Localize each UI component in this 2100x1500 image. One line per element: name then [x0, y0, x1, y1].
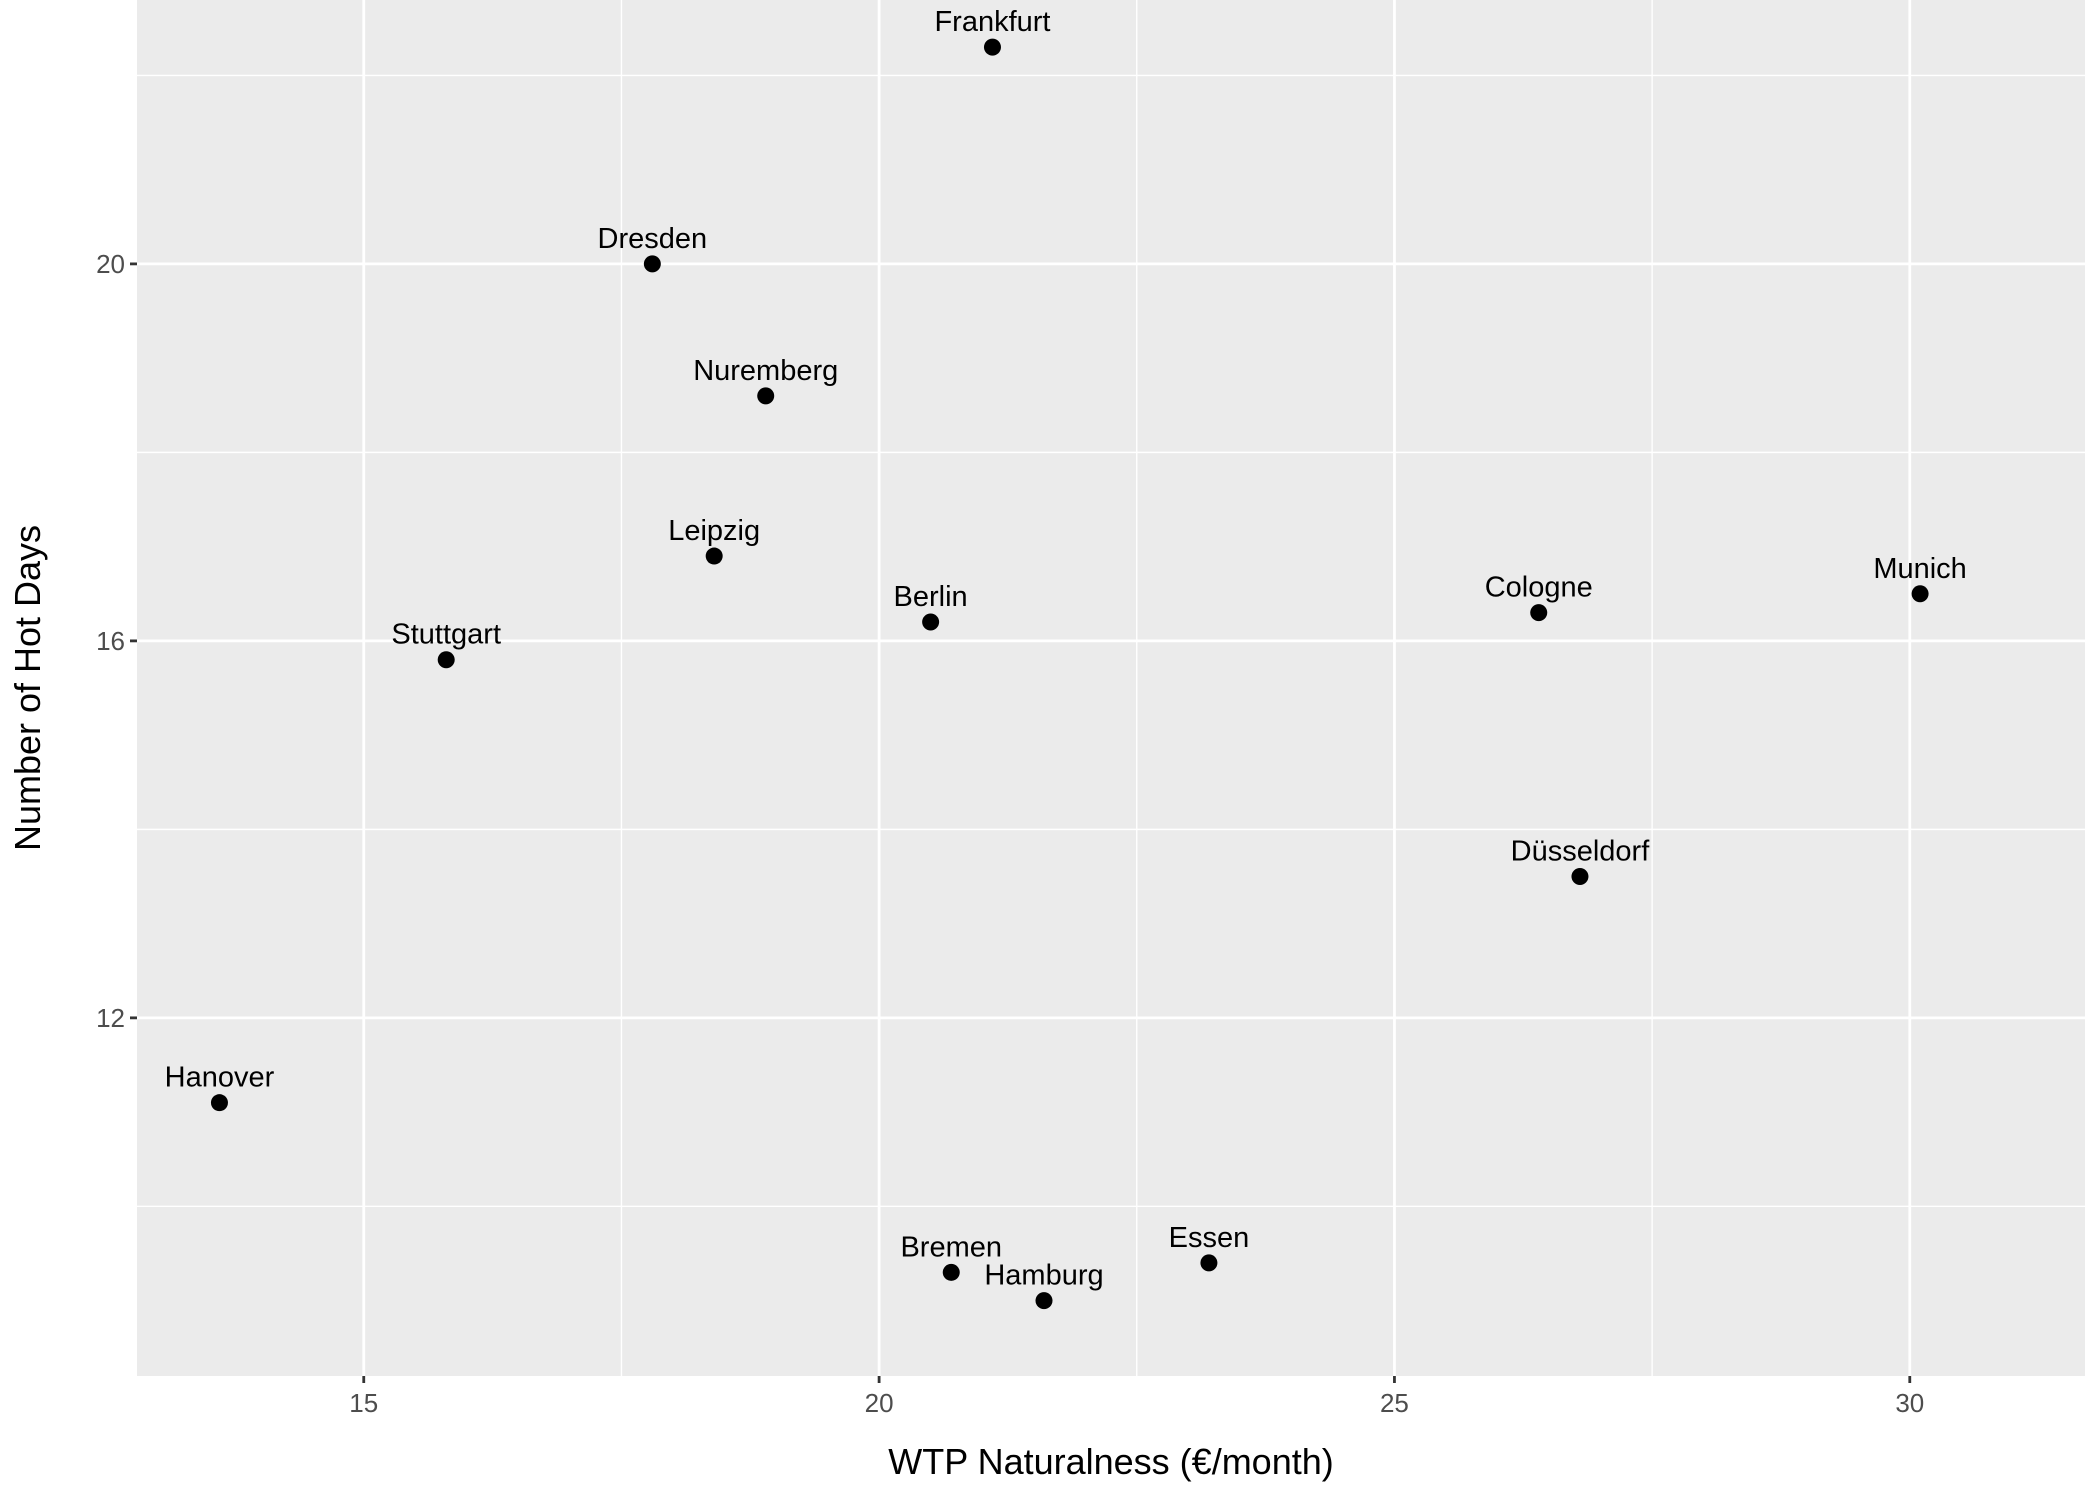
point-label: Frankfurt [934, 6, 1050, 38]
point-label: Essen [1169, 1222, 1250, 1254]
data-point [437, 651, 455, 669]
data-point [1571, 867, 1589, 885]
data-point [210, 1094, 228, 1112]
data-points [210, 38, 1929, 1310]
point-label: Stuttgart [391, 619, 501, 651]
y-tick-label: 12 [96, 1003, 125, 1033]
data-point [1530, 604, 1548, 622]
x-tick-label: 15 [349, 1388, 378, 1418]
point-label: Dresden [598, 223, 708, 255]
point-label: Berlin [894, 581, 968, 613]
point-label: Munich [1873, 553, 1967, 585]
point-label: Düsseldorf [1511, 835, 1651, 867]
point-label: Hanover [165, 1062, 275, 1094]
major-gridlines [137, 0, 2085, 1376]
point-labels: Frankfurt Dresden Nuremberg Leipzig Berlin St… [165, 6, 1967, 1291]
y-tick-label: 20 [96, 249, 125, 279]
x-axis: 15 20 25 30 [349, 1376, 1924, 1418]
y-axis: 12 16 20 [96, 249, 137, 1033]
point-label: Bremen [900, 1231, 1002, 1263]
data-point [757, 387, 775, 405]
data-point [922, 613, 940, 631]
point-label: Nuremberg [693, 355, 838, 387]
data-point [1911, 585, 1929, 603]
x-tick-label: 20 [865, 1388, 894, 1418]
x-tick-label: 30 [1895, 1388, 1924, 1418]
y-tick-label: 16 [96, 626, 125, 656]
data-point [1035, 1292, 1053, 1310]
data-point [942, 1263, 960, 1281]
point-label: Cologne [1485, 572, 1593, 604]
data-point [643, 255, 661, 273]
plot-panel [137, 0, 2085, 1376]
point-label: Hamburg [984, 1260, 1103, 1292]
minor-gridlines [137, 0, 2085, 1376]
x-axis-title: WTP Naturalness (€/month) [888, 1441, 1333, 1482]
point-label: Leipzig [668, 515, 760, 547]
y-axis-title: Number of Hot Days [7, 525, 48, 851]
data-point [1200, 1254, 1218, 1272]
data-point [705, 547, 723, 565]
data-point [983, 38, 1001, 56]
x-tick-label: 25 [1380, 1388, 1409, 1418]
